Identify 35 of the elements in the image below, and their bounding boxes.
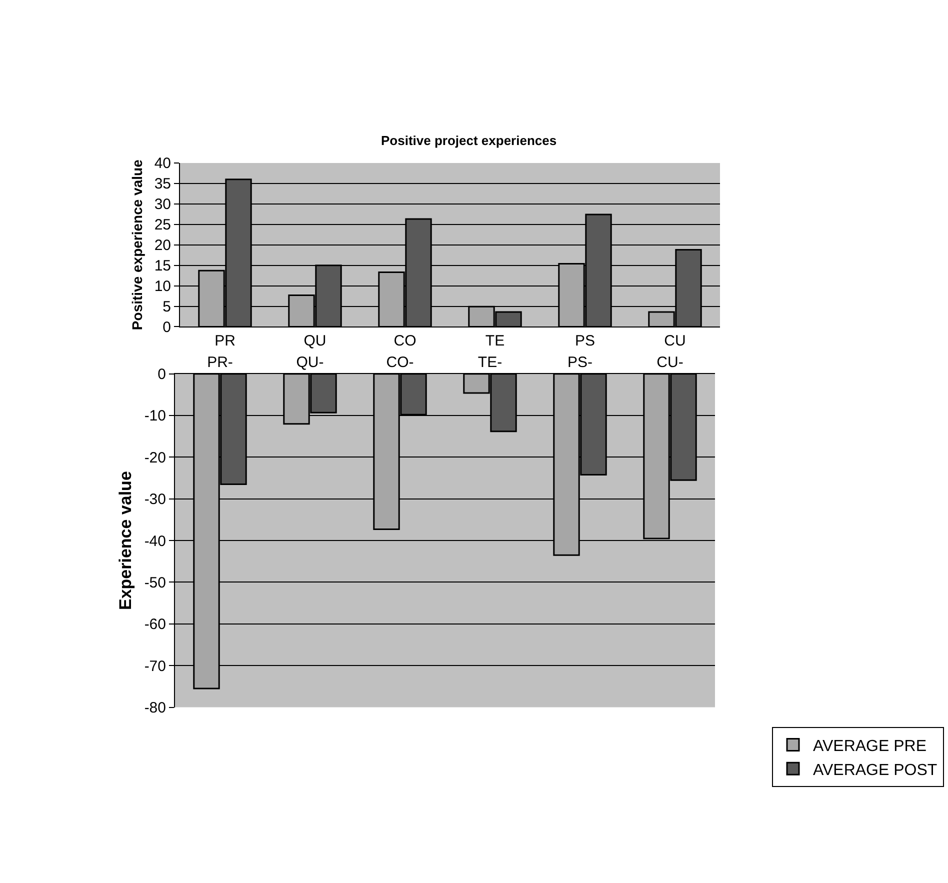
y-tick-label: -70 [144, 658, 166, 675]
y-axis-title: Experience value [116, 471, 135, 610]
x-tick-label: CU [664, 332, 686, 350]
x-tick-label: TE- [478, 354, 502, 371]
y-tick-label: -60 [144, 616, 166, 634]
x-tick-label: CO- [386, 354, 414, 371]
y-tick-label: 0 [158, 366, 166, 384]
y-tick-label: -10 [144, 408, 166, 425]
chart-title: Positive project experiences [381, 133, 557, 148]
legend-label: AVERAGE POST [813, 762, 938, 779]
x-tick-label: QU [304, 332, 326, 350]
y-axis-title: Positive experience value [128, 159, 145, 330]
y-tick-label: 40 [154, 155, 171, 172]
x-tick-label: CU- [656, 354, 684, 371]
y-tick-label: 30 [154, 196, 171, 214]
x-tick-label: QU- [296, 354, 324, 371]
x-tick-label: PR [214, 332, 236, 350]
y-tick-label: -20 [144, 449, 166, 466]
legend-label: AVERAGE PRE [813, 738, 927, 756]
y-tick-label: -50 [144, 574, 166, 592]
x-tick-label: CO [394, 332, 416, 350]
y-tick-label: 15 [154, 258, 171, 275]
x-tick-label: PS- [567, 354, 593, 371]
y-tick-label: 25 [154, 216, 171, 234]
y-tick-label: -80 [144, 700, 166, 717]
x-tick-label: PS [574, 332, 596, 350]
y-tick-label: -40 [144, 532, 166, 550]
y-tick-label: 20 [154, 237, 171, 254]
y-tick-label: -30 [144, 491, 166, 508]
x-tick-label: PR- [207, 354, 233, 371]
y-tick-label: 10 [154, 278, 171, 296]
y-tick-label: 0 [162, 318, 171, 336]
y-tick-label: 35 [154, 176, 171, 193]
x-tick-label: TE [485, 332, 505, 350]
y-tick-label: 5 [162, 298, 171, 316]
